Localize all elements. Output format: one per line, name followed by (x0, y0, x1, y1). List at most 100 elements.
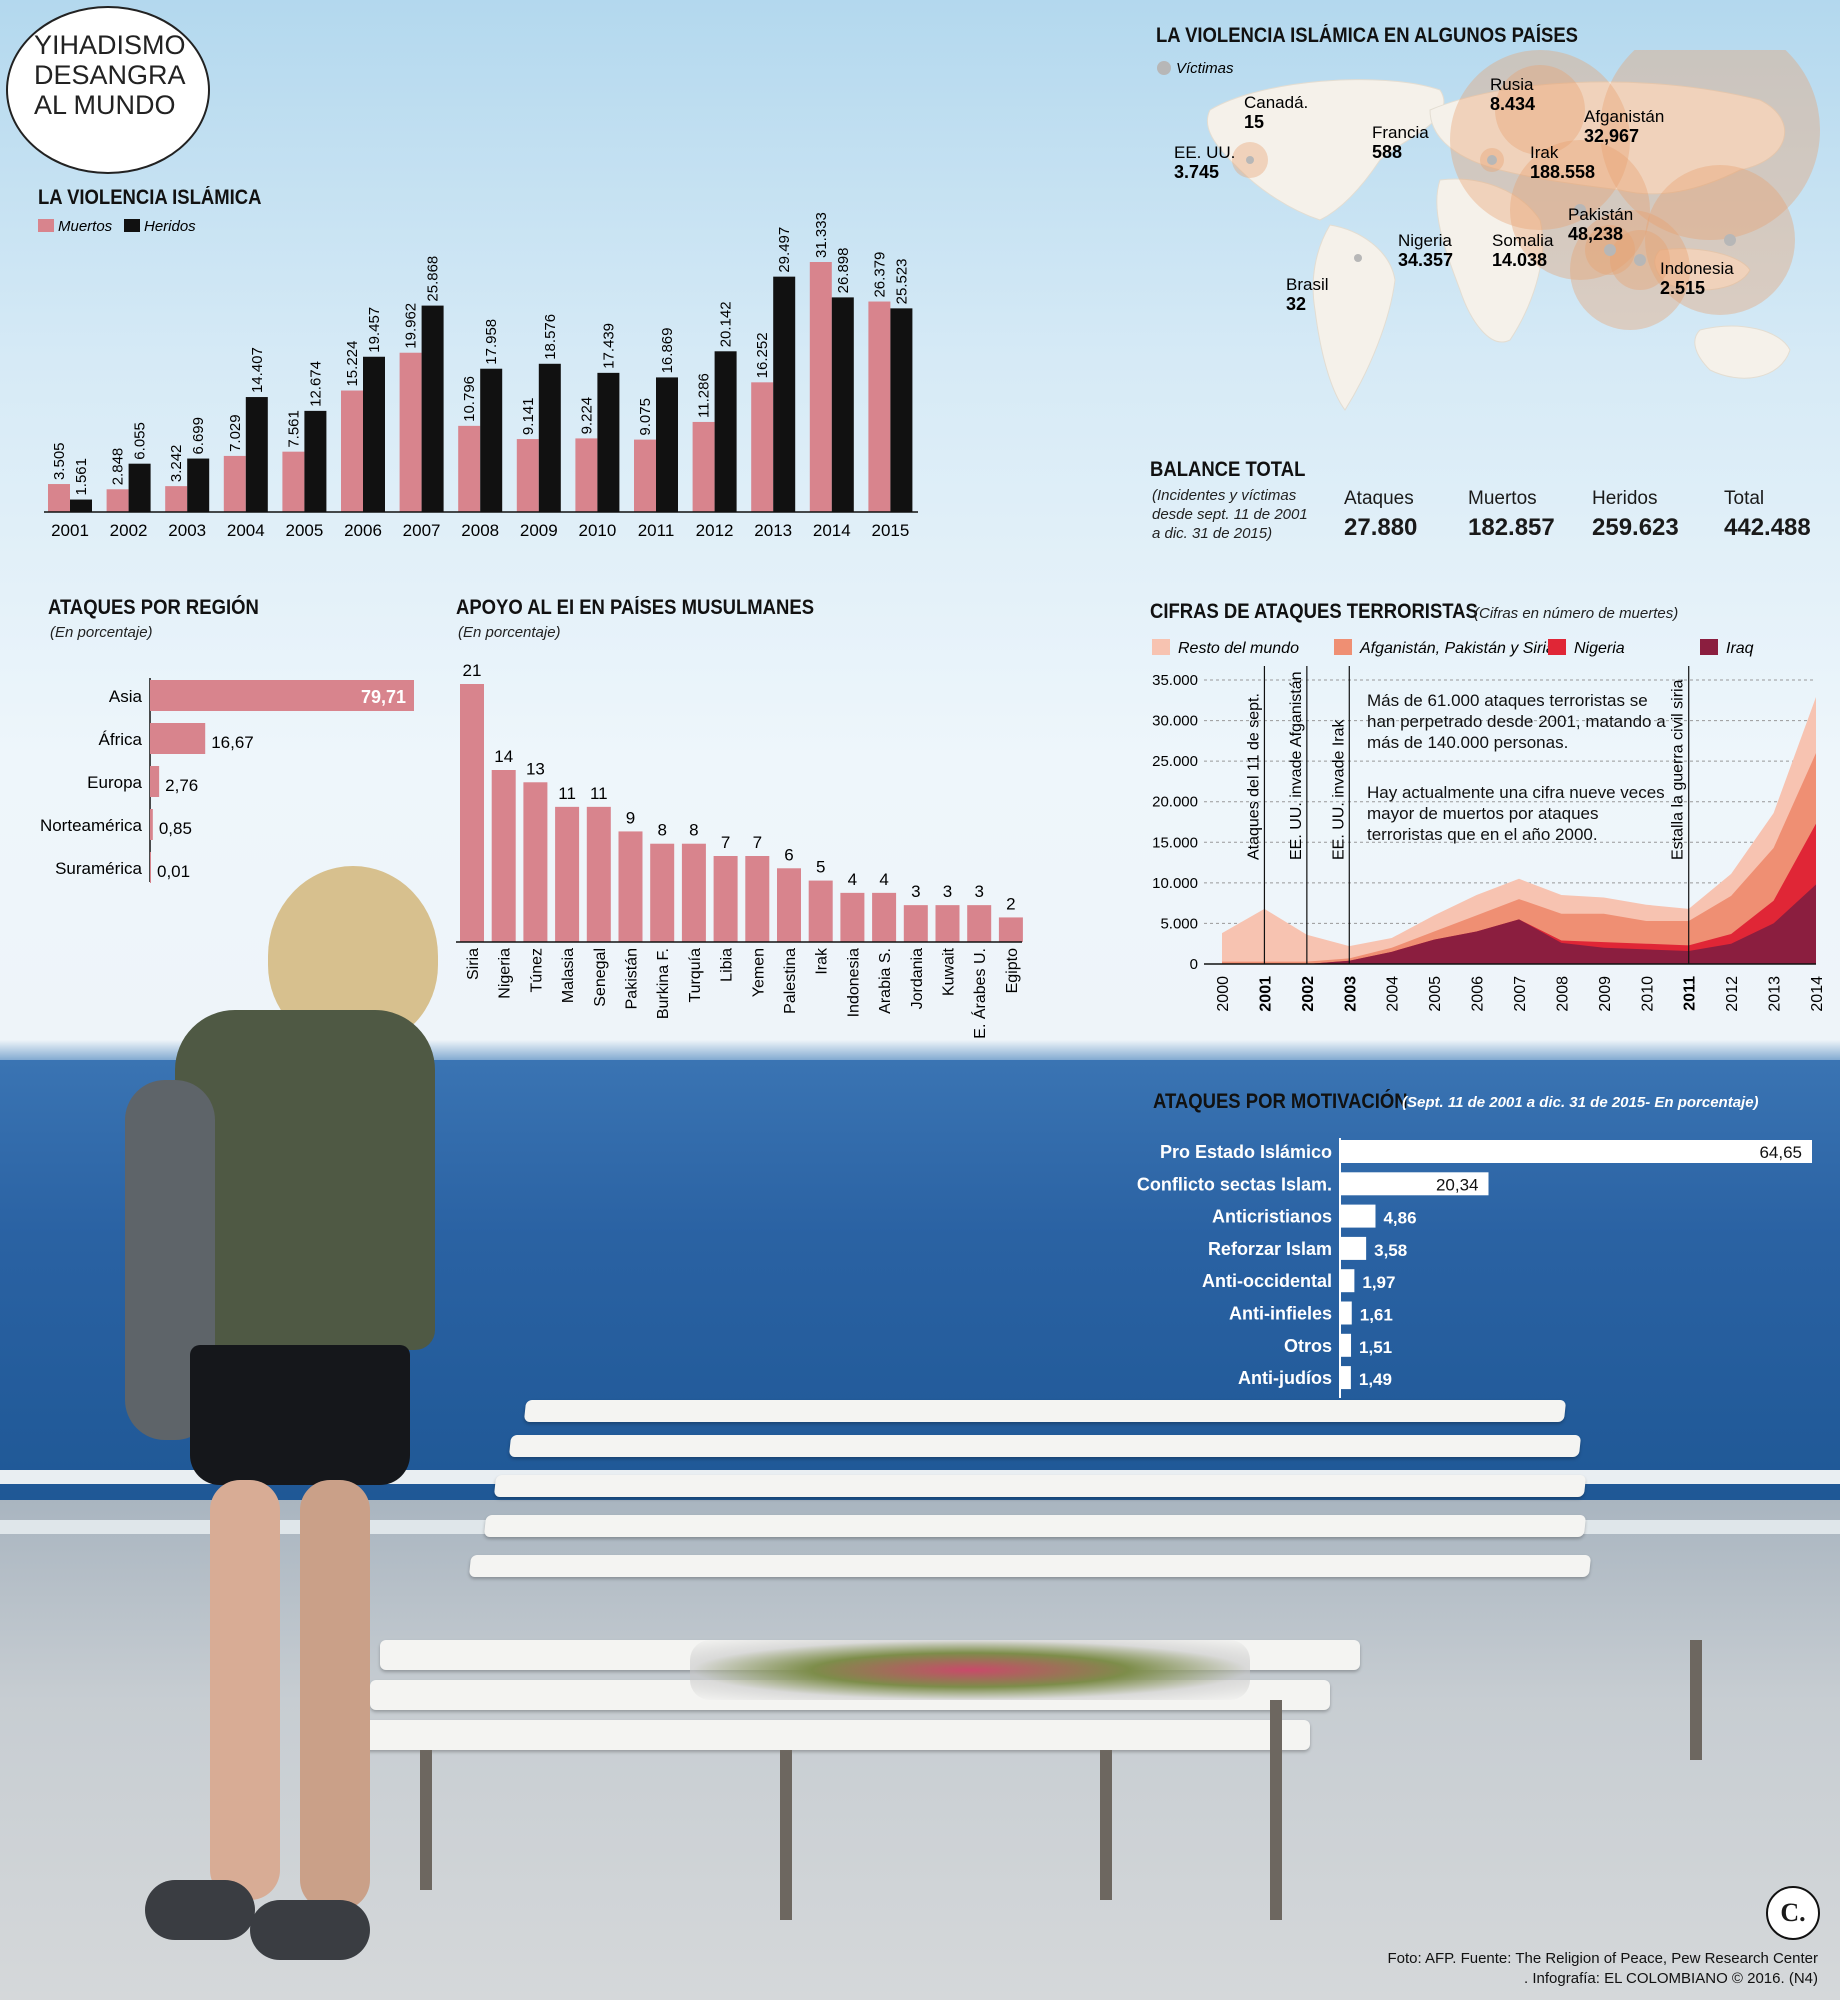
motivacion-bar (1340, 1269, 1355, 1293)
apoyo-bar (745, 856, 770, 942)
year-tick-label: 2011 (638, 521, 675, 540)
victim-dot (1246, 156, 1254, 164)
bar-value-label: 7.029 (227, 414, 244, 452)
balance-value: 182.857 (1468, 514, 1555, 541)
region-label: Suramérica (55, 859, 142, 878)
apoyo-bar (523, 782, 548, 942)
year-tick-label: 2008 (461, 521, 499, 540)
continent-shape (1694, 325, 1791, 379)
apoyo-country-label: Arabia S. (877, 948, 894, 1014)
region-bar (150, 766, 160, 797)
cifras-y-tick: 35.000 (1152, 672, 1198, 689)
bar-heridos (714, 351, 737, 512)
apoyo-value: 9 (626, 808, 635, 827)
violencia-title: LA VIOLENCIA ISLÁMICA (38, 186, 262, 209)
country-name: Francia (1372, 123, 1429, 142)
victim-dot (1604, 244, 1616, 256)
motivacion-label: Anti-judíos (1238, 1368, 1332, 1388)
cifras-legend-label: Nigeria (1574, 640, 1625, 657)
apoyo-country-label: Nigeria (497, 948, 514, 999)
cifras-year-tick: 2007 (1512, 976, 1529, 1012)
region-label: Europa (87, 773, 142, 792)
bar-heridos (773, 276, 796, 512)
victim-circle (1450, 50, 1630, 230)
year-tick-label: 2001 (51, 521, 89, 540)
victim-dot (1354, 254, 1362, 262)
bar-value-label: 25.868 (425, 256, 442, 302)
balance-subtitle-line: desde sept. 11 de 2001 (1152, 506, 1308, 523)
legend-victimas-label: Víctimas (1176, 60, 1234, 77)
bar-value-label: 2.848 (110, 448, 127, 486)
region-value: 16,67 (211, 733, 254, 752)
bar-value-label: 19.457 (366, 307, 383, 353)
victim-dot (1634, 254, 1646, 266)
bar-muertos (106, 489, 129, 512)
cifras-legend-label: Resto del mundo (1178, 640, 1299, 657)
motivacion-value: 20,34 (1436, 1175, 1479, 1194)
year-tick-label: 2002 (110, 521, 148, 540)
bar-value-label: 16.252 (754, 332, 771, 378)
motivacion-bar (1340, 1236, 1367, 1260)
cifras-legend-swatch (1548, 639, 1566, 655)
country-name: Somalia (1492, 231, 1554, 250)
cifras-year-tick: 2002 (1300, 976, 1317, 1012)
apoyo-value: 11 (590, 784, 608, 803)
cifras-heading: CIFRAS DE ATAQUES TERRORISTAS (1150, 600, 1523, 624)
bar-muertos (399, 352, 422, 512)
motivacion-value: 64,65 (1759, 1143, 1802, 1162)
country-value: 14.038 (1492, 250, 1547, 270)
country-value: 188.558 (1530, 162, 1595, 182)
flowers (690, 1640, 1250, 1700)
apoyo-value: 3 (974, 882, 983, 901)
apoyo-country-label: Pakistán (624, 948, 641, 1009)
apoyo-bar (840, 892, 865, 942)
balance-title: BALANCE TOTAL (1150, 458, 1306, 481)
cifras-chart: Resto del mundo Afganistán, Pakistán y Si… (1152, 639, 1826, 1012)
bar-value-label: 20.142 (718, 301, 735, 347)
bar-muertos (458, 425, 481, 512)
year-tick-label: 2013 (754, 521, 792, 540)
region-subtitle: (En porcentaje) (50, 624, 153, 641)
mapa-title: LA VIOLENCIA ISLÁMICA EN ALGUNOS PAÍSES (1156, 24, 1578, 47)
apoyo-country-label: Jordania (909, 948, 926, 1009)
apoyo-country-label: Irak (814, 947, 831, 975)
year-tick-label: 2009 (520, 521, 558, 540)
apoyo-value: 11 (558, 784, 576, 803)
legend-label-heridos: Heridos (144, 218, 196, 235)
bar-muertos (516, 439, 539, 512)
motivacion-title: ATAQUES POR MOTIVACIÓN (1153, 1090, 1408, 1113)
cifras-legend-swatch (1700, 639, 1718, 655)
motivacion-label: Pro Estado Islámico (1160, 1142, 1332, 1162)
bar-muertos (692, 421, 715, 512)
apoyo-subtitle: (En porcentaje) (458, 624, 561, 641)
cifras-y-tick: 0 (1190, 956, 1198, 973)
cifras-y-tick: 5.000 (1160, 915, 1198, 932)
apoyo-country-label: Túnez (528, 948, 545, 992)
cifras-year-tick: 2006 (1470, 976, 1487, 1012)
event-label: EE. UU. invade Afganistán (1288, 671, 1305, 860)
apoyo-bar (998, 917, 1023, 942)
balance-value: 259.623 (1592, 514, 1679, 541)
apoyo-country-label: Palestina (782, 948, 799, 1014)
cifras-y-tick: 10.000 (1152, 875, 1198, 892)
apoyo-bar (777, 868, 801, 942)
balance-label: Total (1724, 488, 1765, 509)
apoyo-bar (967, 905, 992, 942)
victim-dot (1574, 204, 1586, 216)
year-tick-label: 2006 (344, 521, 382, 540)
bar-heridos (304, 410, 327, 512)
cifras-legend-label: Iraq (1726, 640, 1754, 657)
region-bar (150, 852, 151, 883)
apoyo-bar (618, 831, 643, 942)
year-tick-label: 2012 (696, 521, 734, 540)
year-tick-label: 2004 (227, 521, 265, 540)
bar-muertos (575, 438, 598, 512)
cifras-year-tick: 2008 (1554, 976, 1571, 1012)
continent-shape (1312, 224, 1396, 411)
apoyo-country-label: Libia (719, 948, 736, 982)
balance-subtitle: (Incidentes y víctimas desde sept. 11 de… (1152, 486, 1308, 543)
apoyo-bar (491, 770, 516, 942)
balance-subtitle-line: (Incidentes y víctimas (1152, 487, 1297, 504)
motivacion-label: Anticristianos (1212, 1207, 1332, 1227)
